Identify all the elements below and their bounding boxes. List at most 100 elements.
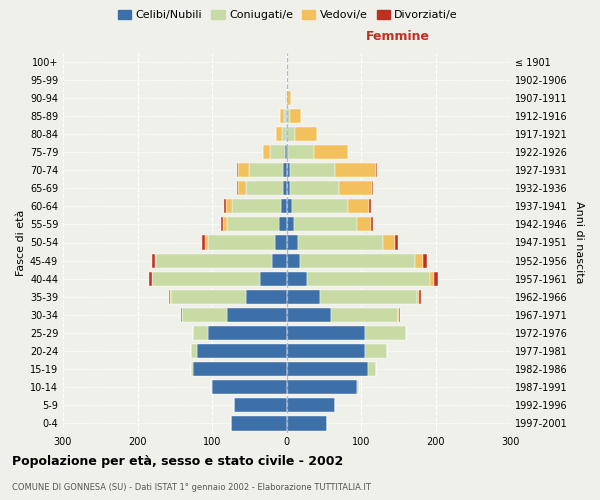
Bar [181, 308, 182, 322]
Bar [287, 398, 335, 412]
Bar [284, 109, 286, 123]
Bar [290, 109, 301, 123]
Bar [245, 181, 283, 196]
Bar [423, 254, 427, 268]
Bar [395, 236, 398, 250]
Bar [434, 272, 438, 285]
Bar [287, 326, 365, 340]
Bar [314, 145, 347, 159]
Bar [371, 218, 373, 232]
Bar [357, 218, 371, 232]
Bar [152, 272, 260, 285]
Text: COMUNE DI GONNESA (SU) - Dati ISTAT 1° gennaio 2002 - Elaborazione TUTTITALIA.IT: COMUNE DI GONNESA (SU) - Dati ISTAT 1° g… [12, 482, 371, 492]
Bar [169, 290, 170, 304]
Legend: Celibi/Nubili, Coniugati/e, Vedovi/e, Divorziati/e: Celibi/Nubili, Coniugati/e, Vedovi/e, Di… [113, 6, 463, 25]
Bar [287, 254, 300, 268]
Bar [223, 218, 227, 232]
Bar [205, 236, 208, 250]
Bar [430, 272, 434, 285]
Bar [171, 290, 245, 304]
Bar [235, 398, 287, 412]
Bar [335, 163, 376, 177]
Bar [290, 163, 335, 177]
Bar [191, 362, 193, 376]
Bar [399, 308, 400, 322]
Bar [270, 145, 285, 159]
Bar [260, 272, 287, 285]
Bar [290, 181, 338, 196]
Bar [282, 127, 286, 141]
Bar [365, 326, 406, 340]
Bar [156, 254, 272, 268]
Bar [286, 90, 287, 105]
Bar [275, 236, 287, 250]
Bar [298, 236, 383, 250]
Bar [287, 236, 298, 250]
Bar [295, 127, 317, 141]
Bar [307, 272, 430, 285]
Bar [152, 254, 155, 268]
Bar [365, 344, 387, 358]
Bar [191, 344, 197, 358]
Bar [227, 308, 287, 322]
Bar [272, 254, 287, 268]
Bar [227, 218, 279, 232]
Bar [288, 145, 314, 159]
Bar [419, 290, 421, 304]
Bar [287, 200, 292, 213]
Bar [155, 254, 156, 268]
Bar [230, 416, 287, 430]
Bar [221, 218, 223, 232]
Bar [383, 236, 395, 250]
Bar [232, 200, 281, 213]
Bar [338, 181, 372, 196]
Bar [294, 218, 357, 232]
Bar [287, 362, 368, 376]
Bar [287, 127, 295, 141]
Bar [372, 181, 373, 196]
Bar [287, 272, 307, 285]
Bar [369, 200, 371, 213]
Bar [287, 218, 294, 232]
Bar [357, 380, 359, 394]
Bar [224, 200, 226, 213]
Bar [280, 109, 284, 123]
Text: Popolazione per età, sesso e stato civile - 2002: Popolazione per età, sesso e stato civil… [12, 455, 343, 468]
Bar [236, 181, 238, 196]
Bar [286, 109, 287, 123]
Bar [212, 380, 287, 394]
Bar [285, 90, 286, 105]
Bar [285, 145, 287, 159]
Bar [281, 200, 287, 213]
Text: Femmine: Femmine [366, 30, 430, 43]
Bar [197, 344, 287, 358]
Bar [349, 200, 369, 213]
Bar [415, 254, 423, 268]
Bar [331, 308, 398, 322]
Bar [276, 127, 282, 141]
Bar [292, 200, 349, 213]
Bar [300, 254, 415, 268]
Bar [286, 127, 287, 141]
Bar [287, 109, 290, 123]
Bar [208, 236, 275, 250]
Bar [263, 145, 270, 159]
Bar [287, 344, 365, 358]
Bar [283, 163, 287, 177]
Y-axis label: Fasce di età: Fasce di età [16, 210, 26, 276]
Bar [287, 163, 290, 177]
Bar [238, 163, 249, 177]
Bar [287, 145, 288, 159]
Bar [245, 290, 287, 304]
Bar [182, 308, 227, 322]
Bar [287, 90, 291, 105]
Bar [287, 308, 331, 322]
Bar [283, 181, 287, 196]
Bar [238, 181, 245, 196]
Bar [149, 272, 152, 285]
Bar [279, 218, 287, 232]
Bar [398, 308, 399, 322]
Bar [417, 290, 419, 304]
Bar [226, 200, 232, 213]
Bar [287, 416, 328, 430]
